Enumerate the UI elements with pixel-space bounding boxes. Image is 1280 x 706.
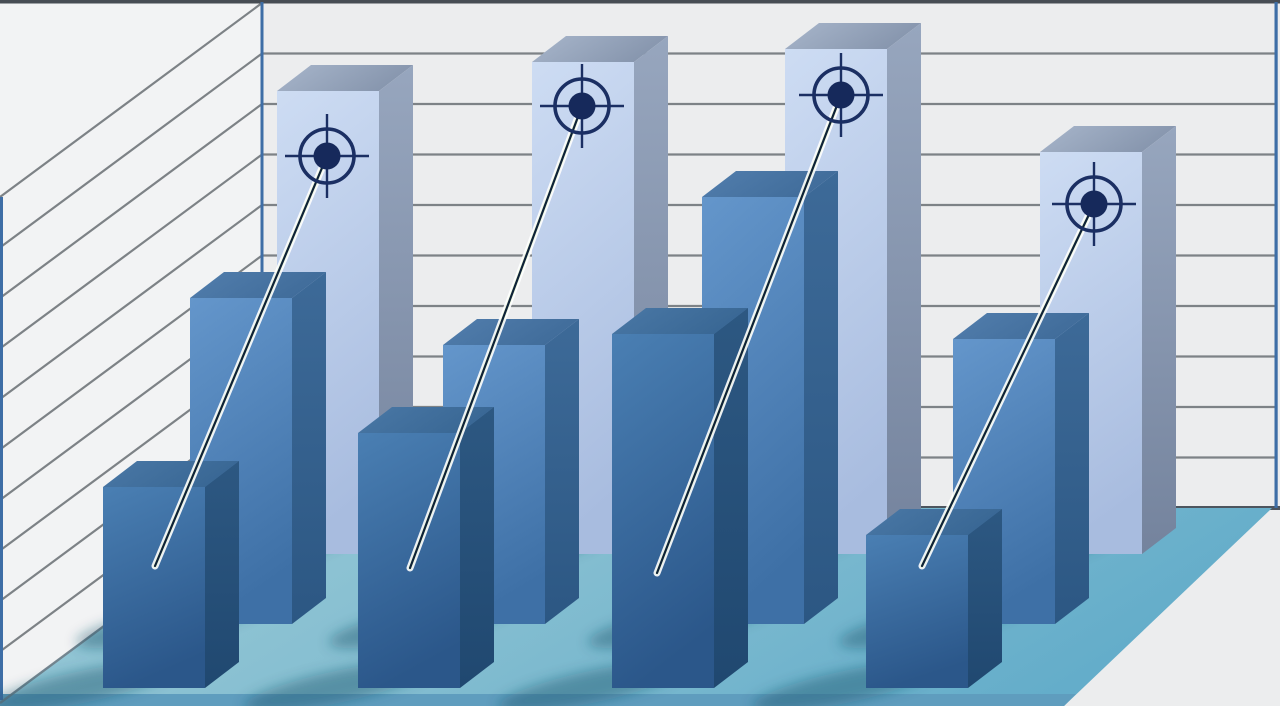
bar-front-face (103, 487, 205, 688)
target-icon (1052, 162, 1136, 246)
bar-front-group3 (612, 308, 748, 688)
bar-front-group4 (866, 509, 1002, 688)
top-border (0, 0, 1280, 4)
bar-side-face (1055, 313, 1089, 624)
laser-line (406, 102, 586, 572)
target-ring (553, 77, 611, 135)
bar-top-face (103, 461, 239, 487)
bar-side-face (292, 272, 326, 624)
target-center-dot (1080, 190, 1108, 218)
bar-side-face (804, 171, 838, 624)
bar-front-face (612, 334, 714, 688)
target-ring (298, 127, 356, 185)
target-icon (540, 64, 624, 148)
laser-line (151, 152, 331, 570)
bar-front-group2 (358, 407, 494, 688)
right-border (1274, 2, 1278, 508)
target-icon (285, 114, 369, 198)
bar-side-face (714, 308, 748, 688)
bar-front-group1 (103, 461, 239, 688)
bar-top-face (190, 272, 326, 298)
bar-top-face (953, 313, 1089, 339)
laser-line (918, 200, 1098, 570)
bar-side-face (205, 461, 239, 688)
laser-lines (151, 91, 1098, 577)
laser-core (655, 93, 843, 575)
laser-line (653, 91, 845, 577)
bar-side-face (460, 407, 494, 688)
targets (285, 53, 1136, 246)
left-wall-ruled-line (0, 2, 263, 198)
bar-top-face (532, 36, 668, 62)
bar-top-face (612, 308, 748, 334)
bar-top-face (1040, 126, 1176, 152)
bar-front-face (866, 535, 968, 688)
left-wall-ruled-line (0, 153, 263, 350)
target-center-dot (568, 92, 596, 120)
bar-side-face (968, 509, 1002, 688)
bar-top-face (866, 509, 1002, 535)
bar-side-face (545, 319, 579, 624)
left-border (0, 197, 3, 700)
bar-top-face (443, 319, 579, 345)
bar-side-face (887, 23, 921, 554)
bar-top-face (785, 23, 921, 49)
laser-core (153, 154, 329, 568)
target-center-dot (313, 142, 341, 170)
target-ring (812, 66, 870, 124)
target-center-dot (827, 81, 855, 109)
left-wall-ruled-line (0, 204, 263, 400)
laser-core (408, 104, 584, 570)
laser-core (920, 202, 1096, 568)
left-wall-ruled-line (0, 52, 263, 249)
bar-side-face (1142, 126, 1176, 554)
bar-top-face (277, 65, 413, 91)
target-ring (1065, 175, 1123, 233)
vertical-axis-line (260, 2, 264, 508)
left-wall-ruled-line (0, 103, 263, 299)
target-icon (799, 53, 883, 137)
